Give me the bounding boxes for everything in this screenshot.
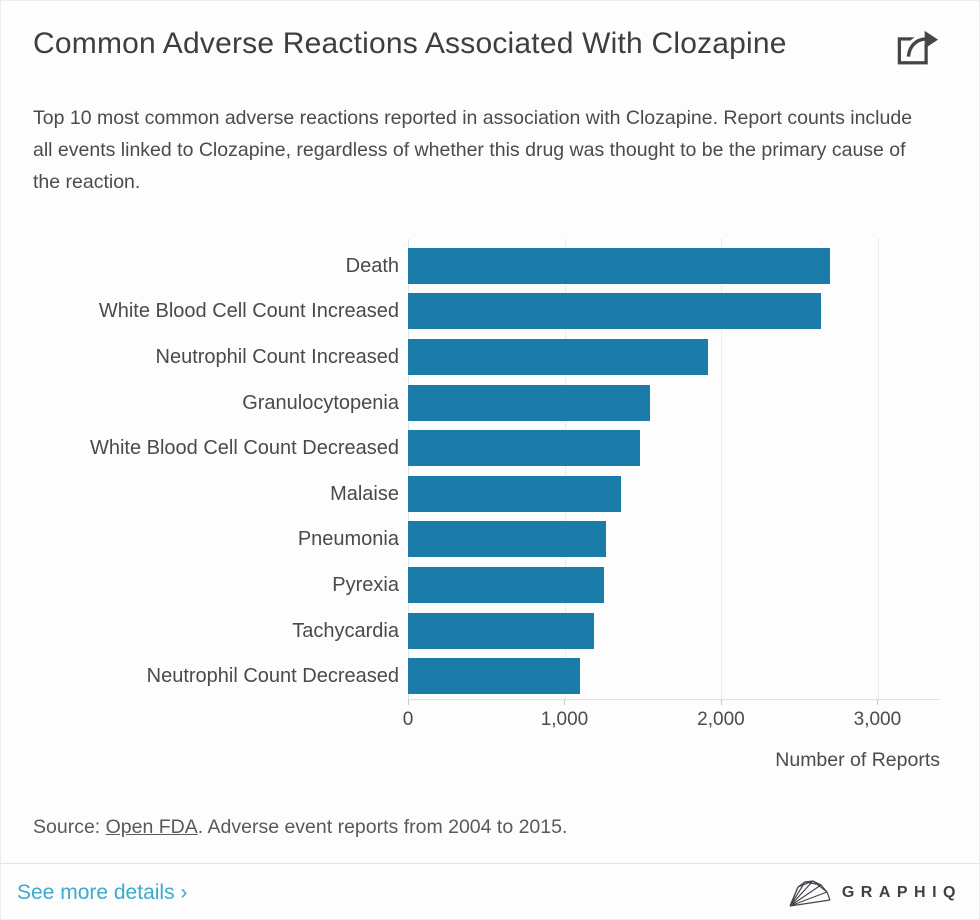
gridline — [877, 239, 879, 699]
x-tick-label: 3,000 — [853, 708, 902, 730]
bar[interactable] — [408, 293, 822, 330]
bar-row: Neutrophil Count Increased — [33, 334, 947, 380]
bar-row: Tachycardia — [33, 608, 947, 654]
open-fda-link[interactable]: Open FDA — [105, 815, 198, 838]
bar[interactable] — [408, 475, 621, 512]
category-label: Tachycardia — [292, 619, 399, 642]
chart-plot-area: Death White Blood Cell Count Increased Neu… — [33, 239, 947, 699]
category-label: Granulocytopenia — [242, 391, 399, 414]
bar[interactable] — [408, 566, 604, 603]
category-label: White Blood Cell Count Increased — [98, 300, 399, 323]
category-label: White Blood Cell Count Decreased — [89, 437, 399, 460]
bar-track — [408, 475, 940, 512]
gridline — [565, 239, 567, 699]
bar-track — [408, 521, 940, 558]
bar-track — [408, 430, 940, 467]
bar-row: Granulocytopenia — [33, 380, 947, 426]
x-axis-title: Number of Reports — [775, 748, 940, 771]
tick-mark — [408, 699, 409, 705]
tick-mark — [720, 699, 722, 705]
graphiq-mesh-icon — [789, 879, 831, 907]
bar-row: White Blood Cell Count Increased — [33, 289, 947, 335]
tick-mark — [564, 699, 566, 705]
graphiq-logo-text: GRAPHIQ — [841, 883, 962, 901]
x-tick-label: 2,000 — [697, 708, 745, 730]
bar-track — [408, 384, 940, 421]
bar-track — [408, 338, 940, 375]
bar[interactable] — [408, 430, 640, 467]
bar-track — [408, 658, 940, 695]
category-label: Neutrophil Count Decreased — [146, 665, 399, 688]
bar-row: Neutrophil Count Decreased — [33, 653, 947, 699]
category-label: Death — [345, 254, 399, 277]
x-axis: 0 1,000 2,000 3,000 — [403, 698, 940, 735]
bar-track — [408, 247, 940, 284]
chart-description: Top 10 most common adverse reactions rep… — [33, 107, 913, 193]
source-prefix: Source: — [33, 815, 106, 838]
bar-row: Pyrexia — [33, 562, 947, 608]
bar[interactable] — [408, 338, 708, 375]
bar-track — [408, 293, 940, 330]
page-title: Common Adverse Reactions Associated With… — [33, 27, 787, 60]
bar[interactable] — [408, 521, 606, 558]
bar-row: Death — [33, 243, 947, 289]
bar[interactable] — [408, 612, 595, 649]
category-label: Pyrexia — [332, 573, 399, 596]
gridline — [721, 239, 723, 699]
share-button[interactable] — [895, 27, 941, 72]
category-label: Neutrophil Count Increased — [155, 345, 399, 368]
bar[interactable] — [408, 384, 650, 421]
bar[interactable] — [408, 658, 581, 695]
bar[interactable] — [408, 247, 831, 284]
footer-divider — [1, 863, 979, 864]
tick-mark — [877, 699, 879, 705]
x-tick-label: 0 — [402, 708, 414, 730]
source-suffix: . Adverse event reports from 2004 to 201… — [197, 815, 568, 838]
footer-bar: See more details › GRAPHIQ — [1, 864, 979, 919]
bar-row: White Blood Cell Count Decreased — [33, 425, 947, 471]
bar-row: Malaise — [33, 471, 947, 517]
gridlines — [408, 239, 940, 699]
header: Common Adverse Reactions Associated With… — [33, 25, 947, 72]
x-tick-label: 1,000 — [540, 708, 589, 730]
bar-row: Pneumonia — [33, 517, 947, 563]
see-more-details-link[interactable]: See more details › — [17, 880, 188, 904]
category-label: Malaise — [330, 482, 399, 505]
source-line: Source: Open FDA. Adverse event reports … — [33, 816, 947, 839]
category-label: Pneumonia — [297, 528, 399, 551]
bar-track — [408, 566, 940, 603]
graphiq-logo-link[interactable]: GRAPHIQ — [788, 878, 962, 908]
bar-track — [408, 612, 940, 649]
bar-chart: Death White Blood Cell Count Increased Neu… — [33, 239, 947, 772]
share-icon — [897, 30, 939, 65]
